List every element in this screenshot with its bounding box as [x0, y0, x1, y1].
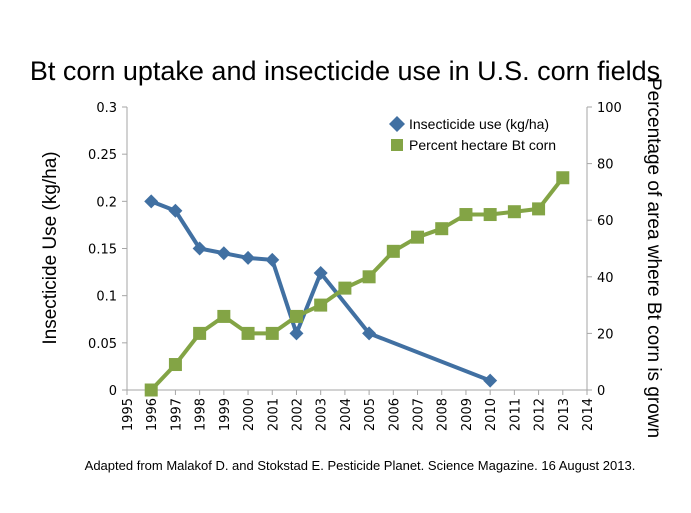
bt-corn-point [217, 309, 231, 323]
legend-insecticide-diamond-icon [389, 116, 405, 132]
x-tick-label: 2005 [363, 398, 378, 431]
bt-corn-point [362, 270, 376, 284]
bt-corn-point [435, 222, 449, 236]
bt-corn-point [483, 208, 497, 222]
insecticide-point [483, 373, 498, 388]
y-tick-label: 0 [109, 384, 117, 399]
y2-tick-label: 80 [597, 158, 614, 173]
x-tick-label: 1997 [169, 398, 184, 431]
x-tick-label: 2004 [339, 398, 354, 431]
x-tick-label: 2003 [315, 398, 330, 431]
x-tick-label: 2006 [387, 398, 402, 431]
bt-corn-point [507, 205, 521, 219]
y2-tick-label: 0 [597, 384, 605, 399]
bt-corn-point [411, 230, 425, 244]
legend: Insecticide use (kg/ha) Percent hectare B… [389, 116, 556, 153]
y2-tick-label: 20 [597, 327, 614, 342]
bt-corn-point [556, 171, 570, 185]
x-tick-label: 1996 [145, 398, 160, 431]
bt-corn-point [193, 326, 207, 340]
x-tick-label: 2000 [242, 398, 257, 431]
x-tick-label: 2013 [557, 398, 572, 431]
legend-bt-corn-square-icon [391, 139, 403, 151]
insecticide-point [216, 246, 231, 261]
y-tick-label: 0.3 [96, 101, 117, 116]
x-tick-label: 2009 [460, 398, 475, 431]
insecticide-point [313, 266, 328, 281]
bt-corn-point [241, 326, 255, 340]
chart-title: Bt corn uptake and insecticide use in U.… [30, 56, 660, 86]
y2-axis-label: Percentage of area where Bt corn is grow… [643, 78, 664, 438]
insecticide-point [241, 250, 256, 265]
y2-tick-label: 100 [597, 101, 622, 116]
y-tick-label: 0.1 [96, 290, 117, 305]
bt-corn-point [459, 208, 473, 222]
y-axis-label: Insecticide Use (kg/ha) [40, 151, 61, 344]
x-tick-label: 2010 [484, 398, 499, 431]
insecticide-point [289, 326, 304, 341]
x-tick-label: 2007 [412, 398, 427, 431]
legend-bt-corn-label: Percent hectare Bt corn [409, 137, 556, 153]
x-tick-label: 2012 [533, 398, 548, 431]
bt-corn-point [144, 383, 158, 397]
bt-corn-point [532, 202, 546, 216]
x-tick-label: 1995 [121, 398, 136, 431]
y2-tick-label: 60 [597, 214, 614, 229]
x-tick-label: 2001 [266, 398, 281, 431]
source-annotation: Adapted from Malakof D. and Stokstad E. … [85, 458, 636, 473]
bt-corn-series-line [149, 176, 565, 392]
insecticide-point [168, 203, 183, 218]
y-tick-label: 0.2 [96, 195, 117, 210]
y-tick-label: 0.05 [88, 337, 117, 352]
bt-corn-point [338, 281, 352, 295]
x-tick-label: 1999 [218, 398, 233, 431]
insecticide-point [362, 326, 377, 341]
x-tick-label: 2002 [290, 398, 305, 431]
legend-insecticide-label: Insecticide use (kg/ha) [409, 116, 549, 132]
insecticide-point [265, 252, 280, 267]
x-tick-label: 1998 [194, 398, 209, 431]
bt-corn-point [386, 244, 400, 258]
x-tick-label: 2008 [436, 398, 451, 431]
bt-corn-point [265, 326, 279, 340]
insecticide-point [144, 194, 159, 209]
insecticide-point [192, 241, 207, 256]
y-tick-label: 0.15 [88, 243, 117, 258]
insecticide-series-line [150, 199, 491, 383]
y-tick-label: 0.25 [88, 148, 117, 163]
x-tick-label: 2011 [508, 398, 523, 431]
bt-corn-point [289, 309, 303, 323]
y2-tick-label: 40 [597, 271, 614, 286]
x-tick-label: 2014 [581, 398, 596, 431]
bt-corn-point [314, 298, 328, 312]
bt-corn-point [168, 358, 182, 372]
